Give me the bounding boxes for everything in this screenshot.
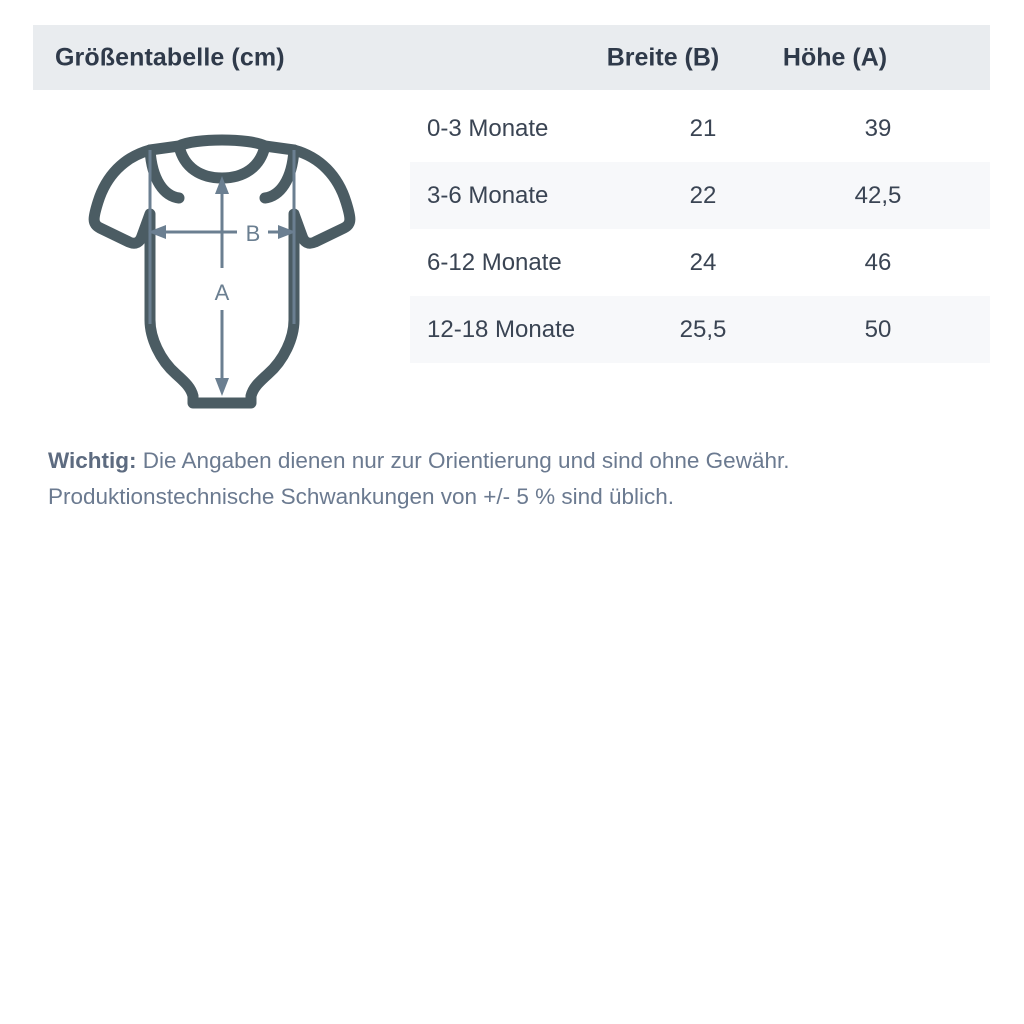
- disclaimer-label: Wichtig:: [48, 448, 137, 473]
- page-title: Größentabelle (cm): [55, 43, 285, 71]
- disclaimer-note: Wichtig: Die Angaben dienen nur zur Orie…: [48, 443, 978, 515]
- dimension-arrows: [148, 150, 296, 388]
- disclaimer-line-2: Produktionstechnische Schwankungen von +…: [48, 484, 675, 509]
- cell-size: 3-6 Monate: [427, 181, 549, 209]
- cell-width: 25,5: [679, 315, 727, 343]
- height-label: A: [215, 280, 230, 305]
- cell-size: 6-12 Monate: [427, 248, 562, 276]
- dimension-arrowheads: [148, 176, 296, 396]
- column-header-height: Höhe (A): [782, 43, 888, 71]
- table-row: 0-3 Monate 21 39: [410, 95, 990, 162]
- cell-height: 42,5: [854, 181, 902, 209]
- cell-width: 21: [689, 114, 717, 142]
- bodysuit-illustration: B A: [72, 124, 372, 414]
- cell-height: 39: [864, 114, 892, 142]
- cell-size: 0-3 Monate: [427, 114, 549, 142]
- cell-width: 22: [689, 181, 717, 209]
- cell-height: 46: [864, 248, 892, 276]
- cell-height: 50: [864, 315, 892, 343]
- width-label: B: [246, 221, 261, 246]
- table-row: 3-6 Monate 22 42,5: [410, 162, 990, 229]
- table-header-band: Größentabelle (cm) Breite (B) Höhe (A): [33, 25, 990, 90]
- column-header-width: Breite (B): [606, 43, 720, 71]
- table-row: 6-12 Monate 24 46: [410, 229, 990, 296]
- cell-size: 12-18 Monate: [427, 315, 576, 343]
- disclaimer-line-1: Die Angaben dienen nur zur Orientierung …: [136, 448, 790, 473]
- size-table: 0-3 Monate 21 39 3-6 Monate 22 42,5 6-12…: [410, 95, 990, 363]
- cell-width: 24: [689, 248, 717, 276]
- table-row: 12-18 Monate 25,5 50: [410, 296, 990, 363]
